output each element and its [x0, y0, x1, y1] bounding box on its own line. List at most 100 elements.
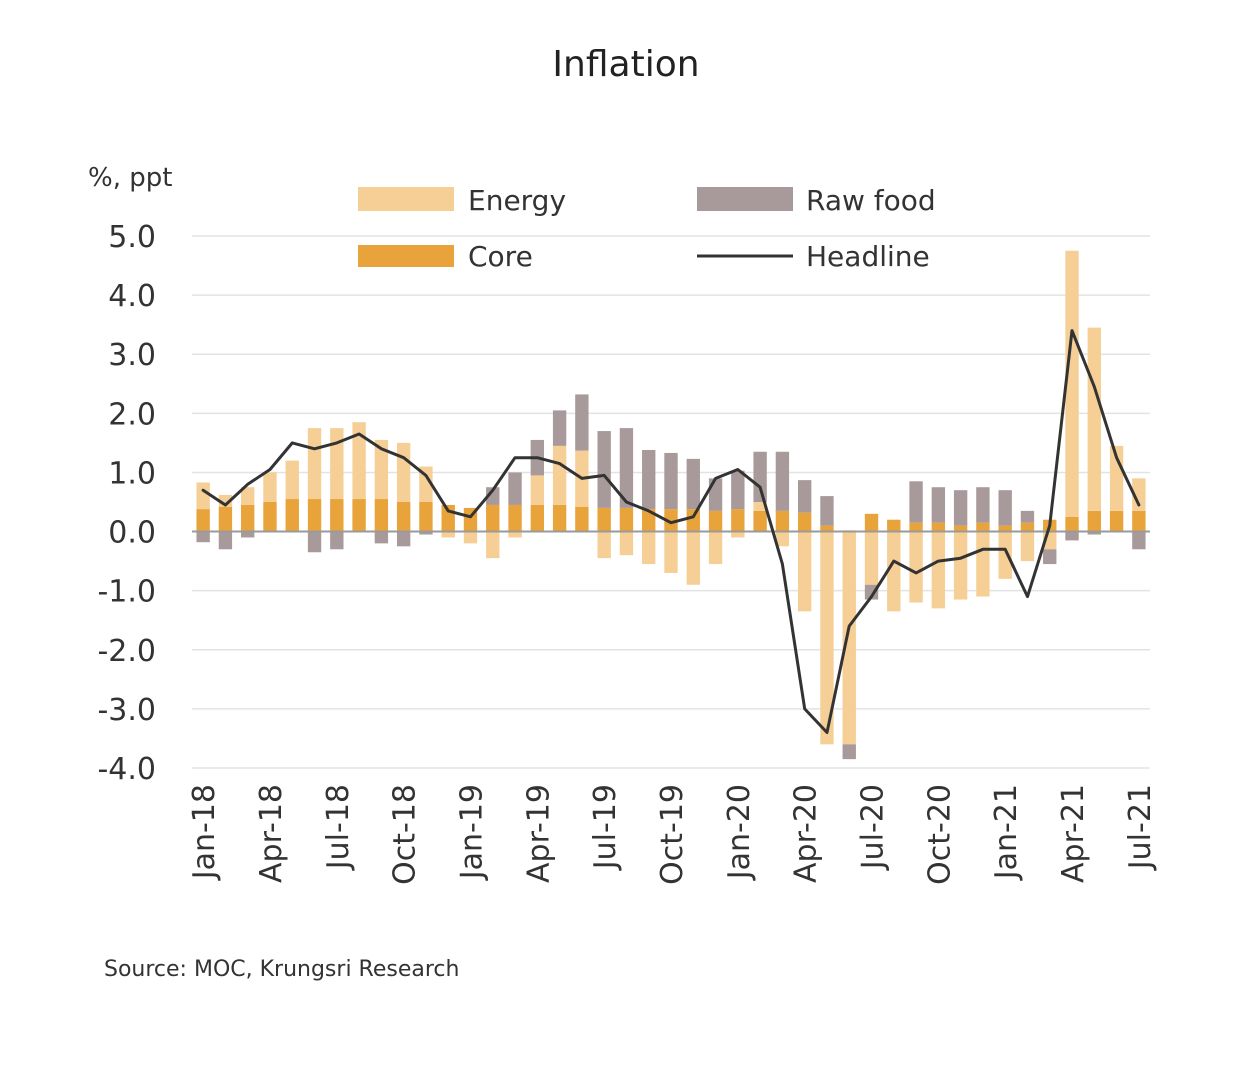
bar-energy: [619, 531, 634, 556]
bar-energy: [530, 475, 545, 505]
chart-title: Inflation: [552, 44, 699, 85]
bar-core: [285, 499, 299, 532]
y-tick-label: 2.0: [108, 397, 156, 432]
legend-item-headline: Headline: [697, 240, 930, 273]
bar-energy: [597, 531, 611, 559]
headline-line: [201, 329, 1141, 734]
bar-core: [575, 506, 589, 532]
y-axis-ticks: 5.0 4.0 3.0 2.0 1.0 0.0 -1.0 -2.0 -3.0 -4.0: [97, 220, 156, 787]
bar-energy: [953, 531, 968, 600]
bar-core: [241, 504, 255, 532]
bar-core: [797, 512, 812, 532]
y-tick-label: -2.0: [97, 634, 156, 669]
y-tick-label: -4.0: [97, 752, 156, 787]
bar-raw-food: [508, 472, 522, 505]
legend-label-raw-food: Raw food: [806, 184, 936, 217]
bar-energy: [842, 531, 856, 745]
bar-core: [708, 510, 723, 532]
x-tick-label: Apr-19: [521, 784, 556, 883]
bar-raw-food: [708, 478, 723, 511]
bar-core: [419, 502, 433, 532]
bar-core: [1020, 522, 1035, 532]
bar-energy: [976, 531, 990, 597]
bar-raw-food: [374, 531, 389, 544]
bar-series: [196, 250, 1146, 760]
bar-raw-food: [931, 487, 946, 523]
bar-core: [307, 499, 322, 532]
bar-core: [775, 510, 790, 532]
legend-label-core: Core: [468, 240, 533, 273]
bar-core: [642, 509, 656, 532]
bar-energy: [887, 531, 901, 612]
bar-core: [508, 504, 522, 532]
bar-core: [931, 522, 946, 532]
bar-energy: [686, 531, 700, 585]
bar-raw-food: [976, 487, 990, 523]
bar-core: [597, 507, 611, 532]
x-tick-label: Jan-20: [722, 784, 757, 881]
bar-core: [1132, 510, 1146, 532]
y-tick-label: 4.0: [108, 279, 156, 314]
bar-core: [1087, 510, 1101, 532]
bar-energy: [196, 482, 210, 510]
x-tick-label: Apr-21: [1056, 784, 1091, 883]
x-tick-label: Oct-20: [922, 784, 957, 885]
y-tick-label: 3.0: [108, 338, 156, 373]
bar-raw-food: [396, 531, 411, 547]
bar-core: [664, 509, 678, 532]
y-tick-label: 1.0: [108, 456, 156, 491]
legend: Energy Raw food Core Headline: [358, 184, 936, 273]
bar-energy: [998, 531, 1012, 579]
bar-core: [753, 510, 767, 532]
bar-energy: [820, 531, 834, 745]
bar-raw-food: [619, 428, 634, 508]
bar-energy: [552, 445, 567, 505]
bar-raw-food: [953, 490, 968, 526]
bar-raw-food: [419, 531, 433, 535]
bar-core: [1065, 516, 1079, 532]
bar-energy: [931, 531, 946, 609]
bar-raw-food: [842, 744, 856, 760]
bar-energy: [396, 442, 411, 502]
bar-energy: [241, 487, 255, 505]
bar-raw-food: [731, 470, 745, 510]
bar-core: [486, 504, 500, 532]
bar-core: [530, 504, 545, 532]
x-tick-label: Jul-20: [856, 784, 891, 871]
bar-core: [374, 499, 389, 532]
bar-raw-food: [597, 431, 611, 508]
headline-series: [201, 329, 1141, 734]
bar-core: [352, 499, 366, 532]
bar-raw-food: [486, 487, 500, 505]
bar-energy: [1065, 250, 1079, 517]
x-tick-label: Jul-19: [588, 784, 623, 871]
bar-energy: [285, 460, 299, 500]
bar-raw-food: [552, 410, 567, 446]
source-note: Source: MOC, Krungsri Research: [104, 957, 459, 982]
x-axis-ticks: Jan-18 Apr-18 Jul-18 Oct-18 Jan-19 Apr-19 Jul-…: [187, 784, 1158, 885]
bar-energy: [508, 531, 522, 538]
bar-raw-food: [307, 531, 322, 553]
bar-energy: [864, 531, 879, 585]
y-tick-label: -3.0: [97, 693, 156, 728]
bar-energy: [731, 531, 745, 538]
bar-energy: [218, 494, 233, 507]
bar-core: [864, 513, 879, 532]
bar-core: [953, 525, 968, 532]
bar-raw-food: [664, 452, 678, 510]
bar-energy: [909, 531, 923, 603]
bar-energy: [419, 466, 433, 502]
legend-item-energy: Energy: [358, 184, 566, 217]
legend-label-energy: Energy: [468, 184, 566, 217]
bar-core: [887, 519, 901, 532]
bar-energy: [352, 422, 366, 500]
bar-energy: [307, 428, 322, 500]
core-swatch-icon: [358, 245, 454, 267]
bar-raw-food: [196, 531, 210, 543]
x-tick-label: Oct-18: [388, 784, 423, 885]
bar-energy: [1087, 327, 1101, 511]
bar-core: [396, 502, 411, 532]
bar-raw-food: [775, 451, 790, 511]
bar-core: [619, 507, 634, 532]
